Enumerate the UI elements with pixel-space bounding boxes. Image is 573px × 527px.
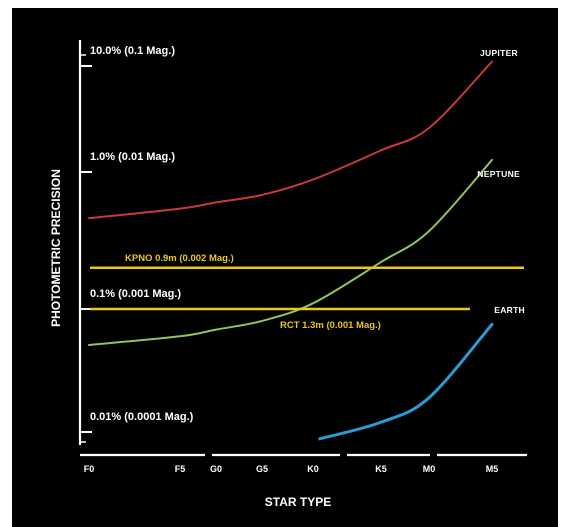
- series-label-neptune: NEPTUNE: [477, 169, 520, 179]
- series-group: JUPITER NEPTUNE EARTH: [88, 48, 525, 441]
- x-tick-label: K0: [307, 464, 319, 474]
- series-label-jupiter: JUPITER: [480, 48, 518, 58]
- x-tick-label: K5: [375, 464, 387, 474]
- y-tick-label: 0.01% (0.0001 Mag.): [90, 411, 194, 423]
- chart-svg: 10.0% (0.1 Mag.) 1.0% (0.01 Mag.) 0.1% (0.…: [49, 40, 527, 509]
- reference-label: RCT 1.3m (0.001 Mag.): [280, 320, 381, 331]
- chart-panel: 10.0% (0.1 Mag.) 1.0% (0.01 Mag.) 0.1% (0.…: [12, 8, 558, 527]
- y-tick-label: 10.0% (0.1 Mag.): [90, 45, 175, 57]
- y-axis-title: PHOTOMETRIC PRECISION: [49, 169, 63, 327]
- series-line-neptune: [88, 158, 493, 346]
- x-tick-label: G5: [256, 464, 268, 474]
- x-tick-label: G0: [210, 464, 222, 474]
- x-tick-label: F5: [175, 464, 186, 474]
- y-tick-label: 0.1% (0.001 Mag.): [90, 288, 181, 300]
- y-tick-label: 1.0% (0.01 Mag.): [90, 151, 175, 163]
- y-ticks-group: 10.0% (0.1 Mag.) 1.0% (0.01 Mag.) 0.1% (0.…: [80, 45, 194, 443]
- x-axis-title: STAR TYPE: [265, 495, 331, 509]
- axes-group: [78, 40, 527, 457]
- reference-label: KPNO 0.9m (0.002 Mag.): [125, 253, 234, 264]
- reference-lines-group: KPNO 0.9m (0.002 Mag.) RCT 1.3m (0.001 Ma…: [90, 253, 524, 331]
- series-line-earth: [318, 322, 494, 441]
- x-tick-label: M0: [423, 464, 436, 474]
- x-tick-label: M5: [486, 464, 499, 474]
- x-tick-label: F0: [84, 464, 95, 474]
- x-ticks-group: F0 F5 G0 G5 K0 K5 M0 M5: [84, 464, 499, 474]
- series-line-jupiter: [88, 60, 493, 220]
- series-label-earth: EARTH: [494, 305, 525, 315]
